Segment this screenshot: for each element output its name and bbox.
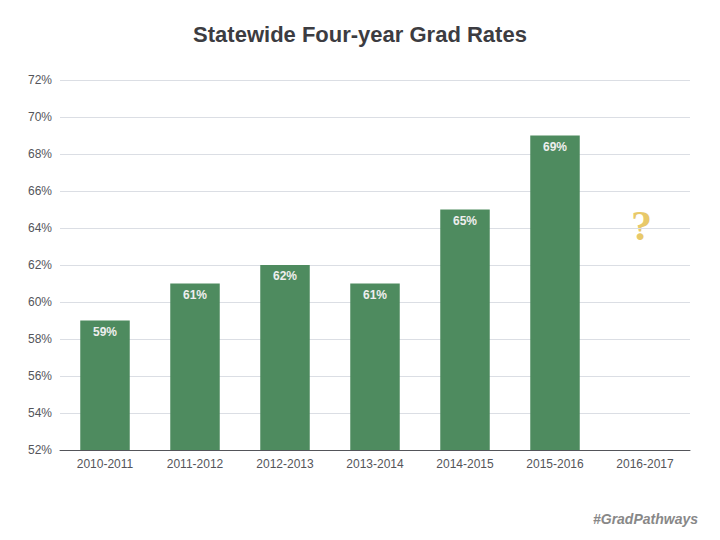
svg-text:70%: 70% <box>28 110 52 124</box>
svg-text:56%: 56% <box>28 369 52 383</box>
svg-text:2015-2016: 2015-2016 <box>526 457 584 471</box>
svg-text:66%: 66% <box>28 184 52 198</box>
svg-text:?: ? <box>631 203 652 249</box>
svg-text:62%: 62% <box>28 258 52 272</box>
svg-text:2011-2012: 2011-2012 <box>167 457 224 471</box>
svg-text:2012-2013: 2012-2013 <box>256 457 314 471</box>
svg-text:#GradPathways: #GradPathways <box>593 511 698 527</box>
svg-text:64%: 64% <box>28 221 52 235</box>
svg-text:52%: 52% <box>28 443 52 457</box>
svg-text:2013-2014: 2013-2014 <box>346 457 404 471</box>
svg-text:68%: 68% <box>28 147 52 161</box>
svg-text:54%: 54% <box>28 406 52 420</box>
svg-text:60%: 60% <box>28 295 52 309</box>
svg-text:61%: 61% <box>363 288 387 302</box>
svg-text:65%: 65% <box>453 214 477 228</box>
svg-text:69%: 69% <box>543 140 567 154</box>
svg-text:Statewide Four-year Grad Rates: Statewide Four-year Grad Rates <box>193 22 527 47</box>
svg-text:2014-2015: 2014-2015 <box>436 457 494 471</box>
svg-text:58%: 58% <box>28 332 52 346</box>
svg-text:2010-2011: 2010-2011 <box>77 457 134 471</box>
svg-text:2016-2017: 2016-2017 <box>616 457 674 471</box>
svg-text:61%: 61% <box>183 288 207 302</box>
svg-text:72%: 72% <box>28 73 52 87</box>
svg-text:62%: 62% <box>273 269 297 283</box>
svg-text:59%: 59% <box>93 325 117 339</box>
